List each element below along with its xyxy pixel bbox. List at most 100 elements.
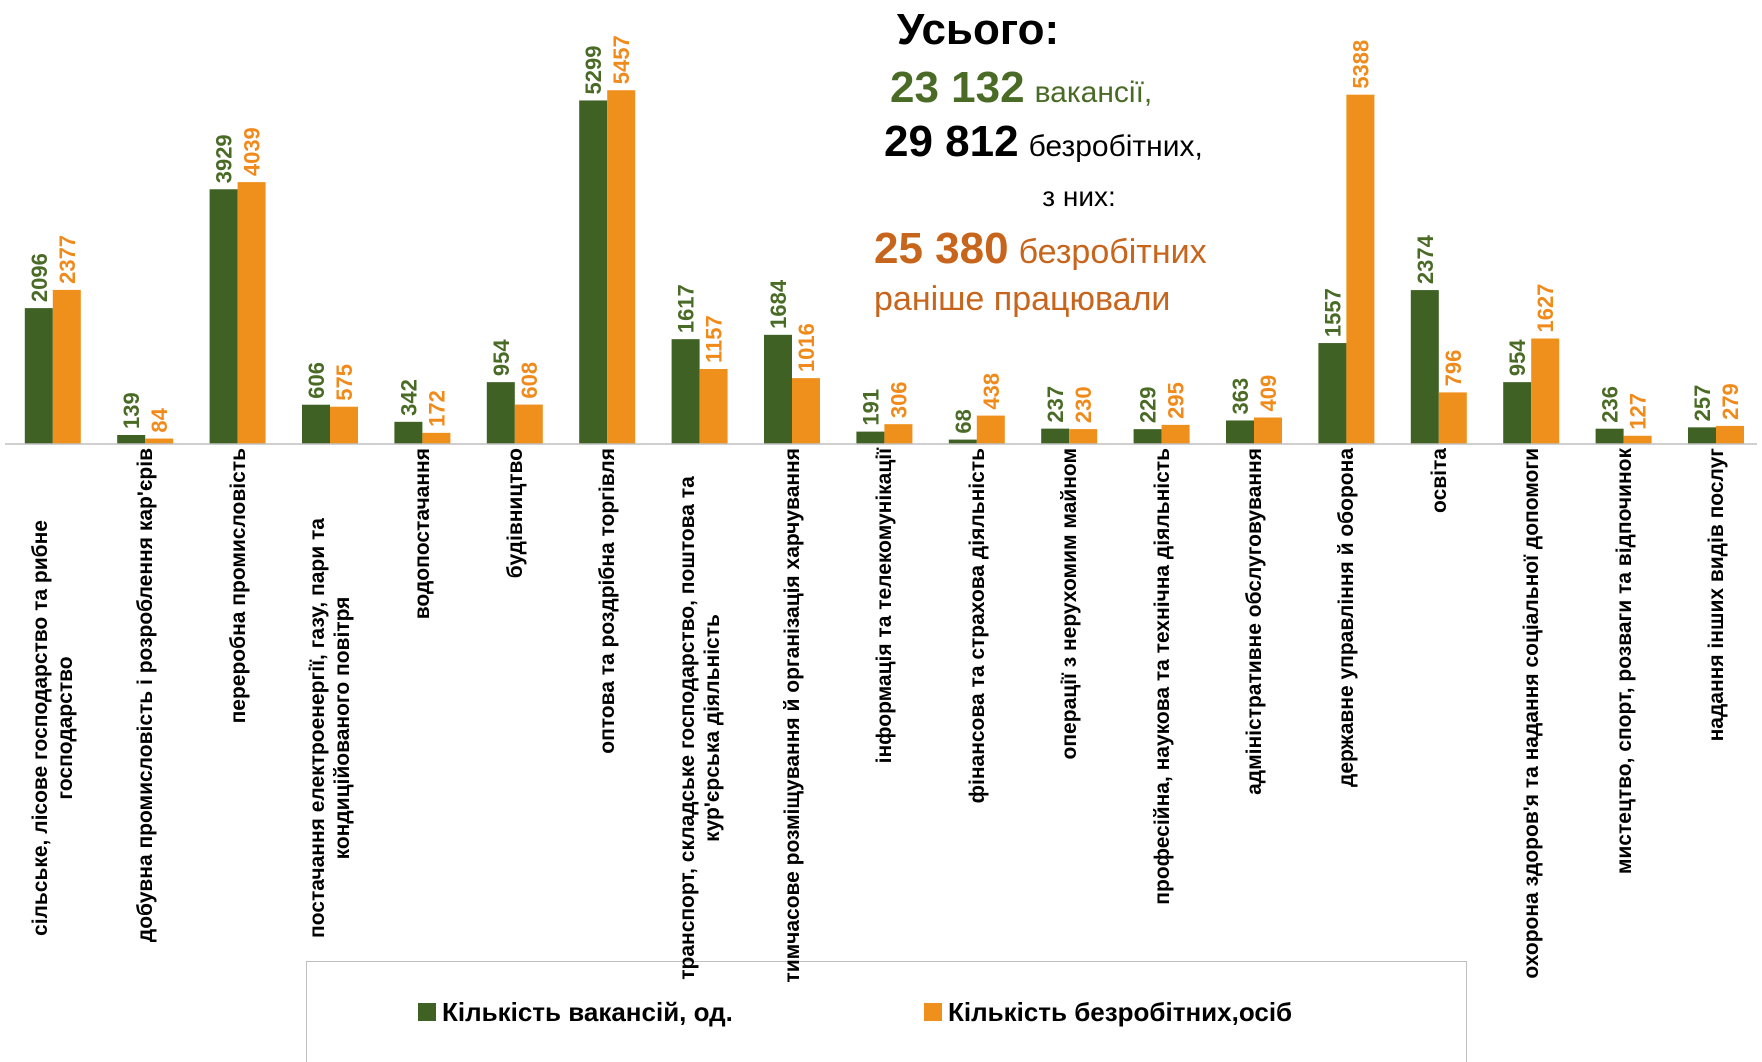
bar (514, 404, 543, 444)
value-label: 954 (489, 339, 514, 376)
bar (1595, 428, 1624, 444)
value-label: 230 (1071, 386, 1096, 423)
annotation-line: 23 132 вакансії, (890, 63, 1152, 112)
x-tick-label: переробна промисловість (194, 448, 282, 1008)
annotation-number: 25 380 (874, 224, 1009, 273)
bar (792, 378, 820, 444)
value-label: 84 (147, 407, 172, 432)
bar (579, 100, 608, 444)
annotation-number: 29 812 (884, 117, 1019, 166)
value-label: 139 (119, 392, 144, 429)
legend-label: Кількість вакансій, од. (442, 997, 733, 1027)
value-label: 229 (1136, 386, 1161, 423)
x-tick-label: оптова та роздрібна торгівля (563, 448, 651, 1008)
value-label: 575 (332, 364, 357, 401)
category-text: професійна, наукова та технічна діяльніс… (1150, 448, 1174, 905)
category-text: охорона здоров'я та надання соціальної д… (1519, 448, 1543, 979)
bar (607, 90, 636, 444)
value-label: 1684 (766, 279, 791, 329)
value-label: 5457 (609, 35, 634, 84)
x-tick-label: інформація та телекомунікації (840, 448, 928, 1008)
annotation-text: безробітних, (1029, 130, 1203, 163)
value-label: 4039 (240, 127, 265, 176)
x-tick-label: надання інших видів послуг (1672, 448, 1760, 1008)
value-label: 1617 (674, 284, 699, 333)
value-label: 257 (1690, 385, 1715, 422)
category-text: державне управління й оборона (1334, 448, 1358, 788)
x-tick-label: добувна промисловість і розроблення кар'… (101, 448, 189, 1008)
x-tick-label: державне управління й оборона (1302, 448, 1390, 1008)
value-label: 1557 (1320, 288, 1345, 337)
x-tick-label: сільське, лісове господарство та рибне г… (9, 448, 97, 1008)
bar (1688, 427, 1716, 444)
bar (394, 421, 423, 444)
value-label: 1627 (1533, 284, 1558, 333)
category-text: тимчасове розміщування й організація хар… (780, 448, 804, 983)
bar (764, 334, 792, 444)
bar (1438, 392, 1467, 444)
bar (856, 431, 885, 444)
category-text: інформація та телекомунікації (872, 448, 896, 764)
category-text: надання інших видів послуг (1704, 448, 1728, 742)
category-text: освіта (1427, 448, 1451, 513)
value-label: 237 (1043, 386, 1068, 423)
value-label: 438 (979, 373, 1004, 410)
bar (209, 189, 238, 444)
x-tick-label: професійна, наукова та технічна діяльніс… (1118, 448, 1206, 1008)
bar (145, 438, 174, 444)
bar (330, 406, 358, 444)
bar (699, 368, 728, 444)
annotation-line: 25 380 безробітних (874, 224, 1207, 273)
annotation-line: 29 812 безробітних, (884, 117, 1203, 166)
category-text: добувна промисловість і розроблення кар'… (133, 448, 157, 943)
legend-swatch (924, 1003, 942, 1021)
bar (237, 182, 266, 444)
value-label: 5299 (581, 45, 606, 94)
annotation-text: вакансії, (1035, 76, 1153, 109)
annotation-text: безробітних (1019, 233, 1207, 271)
bar (1346, 94, 1375, 444)
x-tick-label: мистецтво, спорт, розваги та відпочинок (1580, 448, 1668, 1008)
value-label: 295 (1164, 382, 1189, 419)
x-tick-label: тимчасове розміщування й організація хар… (748, 448, 836, 1008)
value-label: 236 (1598, 386, 1623, 423)
value-label: 279 (1718, 383, 1743, 420)
bar (671, 339, 700, 444)
value-label: 3929 (212, 134, 237, 183)
bar (1133, 429, 1162, 444)
annotation-text: з них: (1042, 181, 1116, 212)
category-text: водопостачання (410, 448, 434, 620)
category-text: переробна промисловість (226, 448, 250, 724)
value-label: 2096 (27, 253, 52, 302)
bar (976, 415, 1005, 444)
bar (1318, 343, 1347, 444)
x-tick-label: будівництво (471, 448, 559, 1008)
x-tick-label: водопостачання (378, 448, 466, 1008)
x-tick-label: операції з нерухомим майном (1025, 448, 1113, 1008)
bar (117, 434, 146, 444)
category-text: мистецтво, спорт, розваги та відпочинок (1612, 448, 1636, 875)
category-text: фінансова та страхова діяльність (965, 448, 989, 804)
value-label: 608 (517, 362, 542, 399)
value-label: 306 (886, 381, 911, 418)
value-label: 127 (1626, 393, 1651, 430)
bar (302, 404, 330, 444)
legend-box (306, 961, 1467, 1062)
bar (52, 289, 81, 444)
bar (486, 382, 515, 444)
x-tick-label: охорона здоров'я та надання соціальної д… (1487, 448, 1575, 1008)
value-label: 1016 (794, 323, 819, 372)
value-label: 954 (1505, 339, 1530, 376)
x-tick-label: адміністративне обслуговування (1210, 448, 1298, 1008)
annotation-title: Усього: (897, 5, 1059, 54)
bar (1503, 382, 1532, 444)
value-label: 2374 (1413, 234, 1438, 284)
bar (948, 439, 977, 444)
value-label: 5388 (1348, 40, 1373, 89)
bar (1716, 425, 1744, 444)
value-label: 1157 (702, 315, 727, 363)
value-label: 2377 (55, 235, 80, 284)
x-tick-label: транспорт, складське господарство, пошто… (656, 448, 744, 1008)
